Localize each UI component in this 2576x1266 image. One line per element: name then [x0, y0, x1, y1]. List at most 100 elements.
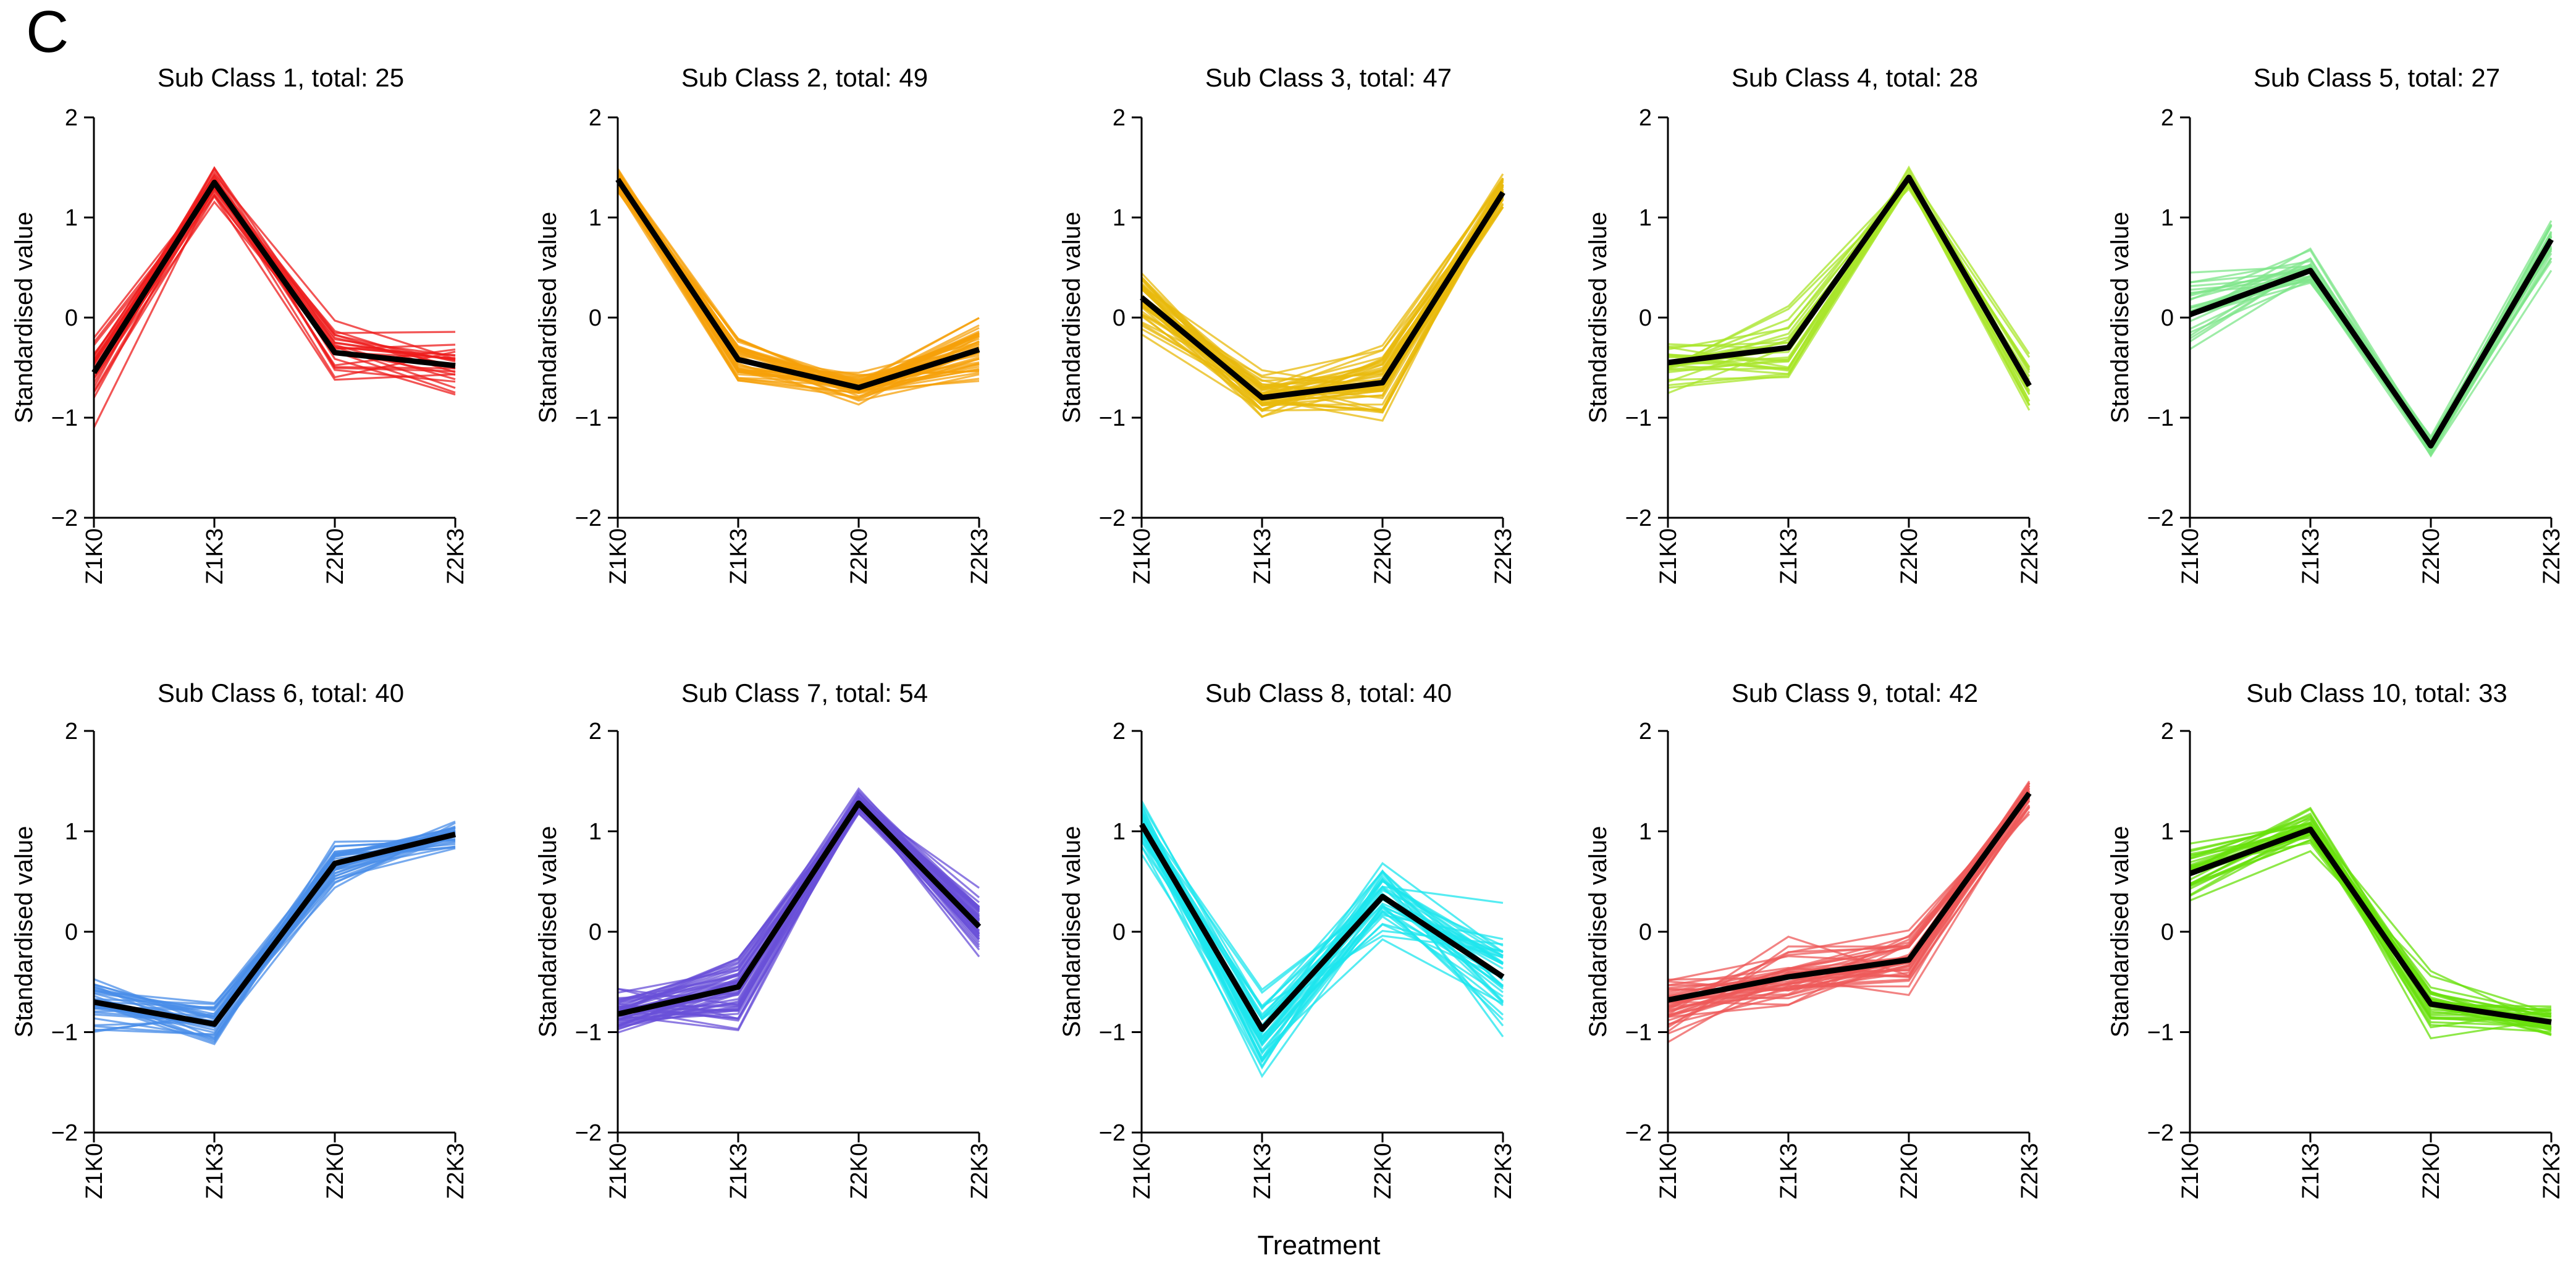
y-axis-label: Standardised value [534, 826, 562, 1037]
mean-line [2189, 826, 2552, 1025]
member-lines [93, 166, 456, 428]
y-tick-label: 0 [589, 919, 602, 945]
y-tick-label: −1 [1099, 405, 1126, 431]
y-tick-label: −2 [51, 1120, 78, 1146]
mean-line [93, 832, 457, 1027]
y-tick-label: 2 [1113, 105, 1126, 131]
y-axis-label: Standardised value [11, 826, 38, 1037]
y-tick-label: 1 [1113, 819, 1126, 845]
subplot-4: Sub Class 4, total: 28 Standardised value… [1585, 63, 2043, 584]
y-tick-label: 0 [1113, 919, 1126, 945]
y-tick-label: −1 [575, 1020, 602, 1046]
y-tick-label: 2 [65, 105, 78, 131]
member-line [1140, 815, 1504, 1064]
member-line [93, 184, 456, 428]
y-axis-label: Standardised value [1058, 826, 1085, 1037]
x-tick-label: Z2K0 [846, 1143, 872, 1199]
member-line [617, 792, 980, 1031]
member-line [1140, 821, 1504, 994]
y-tick-label: 2 [2161, 105, 2174, 131]
x-tick-label: Z2K0 [322, 528, 348, 584]
member-line [1667, 782, 2031, 1011]
x-tick-label: Z2K0 [322, 1143, 348, 1199]
subplot-title: Sub Class 10, total: 33 [2246, 678, 2507, 707]
member-line [617, 801, 980, 1021]
y-axis-label: Standardised value [534, 212, 562, 423]
mean-line [1667, 791, 2032, 1003]
x-tick-label: Z1K0 [2178, 528, 2203, 584]
member-line [1140, 830, 1504, 1060]
y-tick-label: 0 [1639, 305, 1652, 331]
y-tick-label: −1 [2147, 1020, 2174, 1046]
member-line [93, 832, 456, 1005]
subplot-2: Sub Class 2, total: 49 Standardised value… [534, 63, 993, 584]
x-tick-label: Z2K0 [1370, 1143, 1396, 1199]
member-line [617, 176, 980, 381]
x-tick-label: Z2K3 [1491, 528, 1517, 584]
x-tick-label: Z1K0 [605, 1143, 631, 1199]
member-lines [2189, 220, 2553, 458]
panel-letter: C [26, 0, 69, 65]
y-tick-label: 1 [65, 819, 78, 845]
y-tick-label: 2 [1113, 719, 1126, 745]
y-tick-label: −2 [1625, 505, 1652, 531]
y-tick-label: −1 [1625, 405, 1652, 431]
y-tick-label: −1 [51, 405, 78, 431]
member-line [1140, 832, 1504, 1054]
y-tick-label: 0 [65, 919, 78, 945]
mean-line [1667, 174, 2032, 387]
member-line [93, 830, 456, 1018]
x-tick-label: Z2K3 [967, 528, 993, 584]
member-lines [617, 787, 980, 1034]
y-tick-label: 2 [589, 105, 602, 131]
x-tick-label: Z1K3 [1776, 528, 1802, 584]
x-tick-label: Z1K3 [202, 1143, 228, 1199]
member-line [617, 789, 980, 1027]
x-tick-label: Z2K0 [846, 528, 872, 584]
subplot-10: Sub Class 10, total: 33 Standardised valu… [2107, 678, 2565, 1199]
x-tick-label: Z2K0 [1896, 528, 1922, 584]
member-line [1140, 199, 1504, 402]
x-tick-label: Z1K0 [82, 528, 107, 584]
subplot-title: Sub Class 8, total: 40 [1205, 678, 1452, 707]
member-line [1140, 206, 1504, 394]
member-line [2189, 838, 2552, 1031]
y-tick-label: 1 [2161, 205, 2174, 231]
subplot-title: Sub Class 6, total: 40 [158, 678, 404, 707]
member-line [1140, 846, 1504, 1021]
x-tick-label: Z2K0 [1896, 1143, 1922, 1199]
x-tick-label: Z1K3 [1776, 1143, 1802, 1199]
x-tick-label: Z1K3 [202, 528, 228, 584]
subplot-3: Sub Class 3, total: 47 Standardised value… [1058, 63, 1517, 584]
member-line [1140, 204, 1504, 401]
member-line [1667, 795, 2031, 1013]
x-tick-label: Z2K0 [1370, 528, 1396, 584]
y-axis-label: Standardised value [11, 212, 38, 423]
x-tick-label: Z1K3 [726, 1143, 752, 1199]
subplot-7: Sub Class 7, total: 54 Standardised value… [534, 678, 993, 1199]
member-line [617, 175, 980, 381]
y-tick-label: −2 [575, 505, 602, 531]
y-tick-label: 1 [589, 819, 602, 845]
member-line [617, 185, 980, 374]
member-line [93, 831, 456, 1020]
x-tick-label: Z1K3 [2298, 1143, 2324, 1199]
y-tick-label: −1 [575, 405, 602, 431]
x-tick-label: Z2K0 [2418, 1143, 2444, 1199]
member-lines [1667, 780, 2031, 1044]
x-tick-label: Z1K0 [1656, 528, 1682, 584]
subplot-title: Sub Class 7, total: 54 [681, 678, 928, 707]
member-line [2189, 825, 2552, 1019]
member-line [93, 833, 456, 1009]
x-tick-label: Z2K3 [2017, 1143, 2043, 1199]
y-tick-label: −2 [575, 1120, 602, 1146]
member-line [617, 184, 980, 383]
x-tick-label: Z1K3 [1250, 1143, 1276, 1199]
subplot-5: Sub Class 5, total: 27 Standardised value… [2107, 63, 2565, 584]
member-line [1667, 795, 2031, 1044]
y-tick-label: −1 [1099, 1020, 1126, 1046]
member-line [617, 185, 980, 392]
y-tick-label: 1 [1639, 205, 1652, 231]
x-tick-label: Z2K3 [2539, 1143, 2565, 1199]
